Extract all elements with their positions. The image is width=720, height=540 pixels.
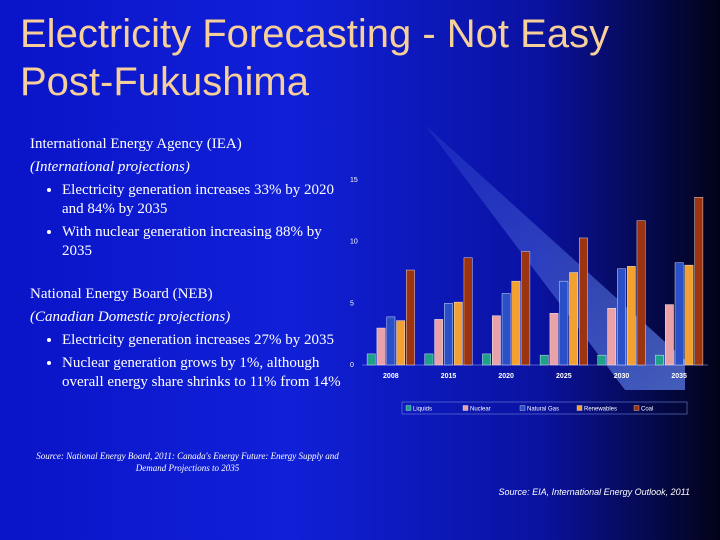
neb-subheading: (Canadian Domestic projections) xyxy=(30,309,231,325)
legend-label: Nuclear xyxy=(470,407,491,413)
legend-label: Natural Gas xyxy=(527,407,559,413)
bar-nuclear-2025 xyxy=(549,312,559,366)
bar-coal-2020 xyxy=(521,251,531,366)
bar-renewables-2008 xyxy=(396,320,405,366)
bar-natural-gas-2025 xyxy=(559,280,569,366)
y-tick-label: 0 xyxy=(350,362,354,369)
slide-title: Electricity Forecasting - Not Easy Post-… xyxy=(20,12,610,104)
bar-natural-gas-2020 xyxy=(501,293,511,366)
bar-liquids-2025 xyxy=(539,354,549,366)
bar-nuclear-2020 xyxy=(492,315,501,366)
bar-renewables-2030 xyxy=(626,266,636,366)
bar-renewables-2025 xyxy=(569,272,578,366)
iea-bullet-list: Electricity generation increases 33% by … xyxy=(30,181,345,261)
chart-labels: 0 5 10 15 2008 2015 2020 2025 2030 2035 xyxy=(350,177,687,380)
iea-bullet-2: With nuclear generation increasing 88% b… xyxy=(62,223,345,261)
bar-nuclear-2035 xyxy=(665,304,674,366)
y-tick-label: 10 xyxy=(350,239,358,246)
y-tick-label: 5 xyxy=(350,300,354,307)
neb-bullet-1: Electricity generation increases 27% by … xyxy=(62,331,345,350)
iea-heading: International Energy Agency (IEA) xyxy=(30,136,242,152)
legend-frame xyxy=(401,401,688,415)
neb-heading: National Energy Board (NEB) xyxy=(30,286,213,302)
neb-bullet-list: Electricity generation increases 27% by … xyxy=(30,331,345,392)
x-tick-label: 2020 xyxy=(498,373,514,380)
bar-coal-2025 xyxy=(579,237,588,366)
chart-bars xyxy=(366,197,704,366)
bar-coal-2030 xyxy=(636,220,646,366)
bar-natural-gas-2015 xyxy=(444,303,453,366)
bar-nuclear-2008 xyxy=(376,327,386,366)
bar-renewables-2035 xyxy=(684,264,694,366)
bar-natural-gas-2008 xyxy=(386,316,396,366)
x-tick-label: 2015 xyxy=(441,373,457,380)
legend-label: Renewables xyxy=(584,407,617,413)
bar-liquids-2015 xyxy=(424,353,434,366)
bar-liquids-2035 xyxy=(655,354,664,366)
x-tick-label: 2030 xyxy=(614,373,630,380)
bar-coal-2015 xyxy=(463,257,473,366)
iea-subheading: (International projections) xyxy=(30,159,190,175)
neb-section: National Energy Board (NEB) (Canadian Do… xyxy=(30,285,345,396)
legend-swatch xyxy=(633,405,640,411)
generation-bar-chart: 0 5 10 15 2008 2015 2020 2025 2030 2035 Liquids Nu… xyxy=(350,125,708,415)
legend-swatch xyxy=(462,405,469,411)
bar-coal-2035 xyxy=(694,197,704,366)
y-tick-label: 15 xyxy=(350,177,358,184)
bar-natural-gas-2030 xyxy=(617,268,626,366)
eia-source-note: Source: EIA, International Energy Outloo… xyxy=(498,487,690,497)
bar-natural-gas-2035 xyxy=(674,262,684,366)
iea-bullet-1: Electricity generation increases 33% by … xyxy=(62,181,345,219)
neb-bullet-2: Nuclear generation grows by 1%, although… xyxy=(62,354,345,392)
bar-coal-2008 xyxy=(406,269,415,366)
chart-legend: Liquids Nuclear Natural Gas Renewables Coal xyxy=(401,401,688,415)
legend-swatch xyxy=(405,405,412,411)
bar-nuclear-2030 xyxy=(607,308,617,366)
legend-label: Coal xyxy=(641,407,653,413)
x-tick-label: 2008 xyxy=(383,373,399,380)
bar-renewables-2015 xyxy=(453,301,463,366)
legend-swatch xyxy=(519,405,526,411)
bar-liquids-2030 xyxy=(597,354,607,366)
legend-label: Liquids xyxy=(413,407,432,413)
iea-section: International Energy Agency (IEA) (Inter… xyxy=(30,135,345,265)
neb-source-note: Source: National Energy Board, 2011: Can… xyxy=(36,451,339,473)
x-tick-label: 2025 xyxy=(556,373,572,380)
bar-liquids-2020 xyxy=(482,353,491,366)
x-tick-label: 2035 xyxy=(671,373,687,380)
bar-renewables-2020 xyxy=(511,280,521,366)
bar-liquids-2008 xyxy=(366,353,376,366)
bar-nuclear-2015 xyxy=(434,319,444,366)
legend-swatch xyxy=(576,405,583,411)
